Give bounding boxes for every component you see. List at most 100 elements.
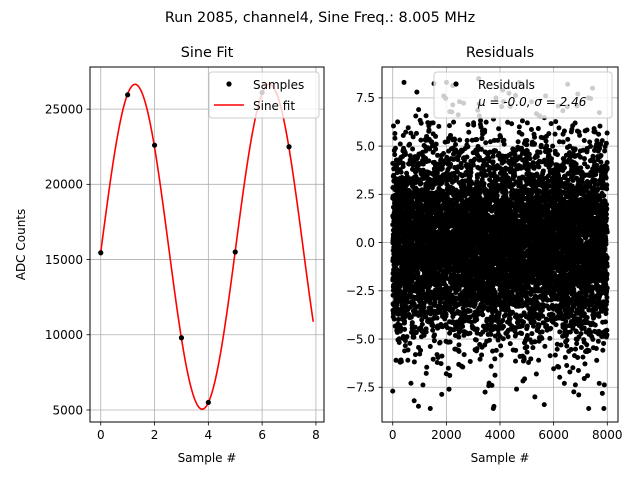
residual-point <box>447 123 452 128</box>
residual-point <box>514 331 519 336</box>
residual-point <box>495 193 500 198</box>
legend-samples-marker <box>226 81 231 86</box>
residual-point <box>433 134 438 139</box>
residual-point <box>501 336 506 341</box>
residual-point <box>482 181 487 186</box>
residual-point <box>398 142 403 147</box>
residual-point <box>431 120 436 125</box>
residual-point <box>519 132 524 137</box>
legend-sine-fit-label: Sine fit <box>253 99 295 113</box>
residual-point <box>493 290 498 295</box>
residual-point <box>474 338 479 343</box>
residual-point <box>391 123 396 128</box>
residual-point <box>475 327 480 332</box>
legend-samples-label: Samples <box>253 78 304 92</box>
residual-point <box>412 359 417 364</box>
residual-point <box>441 151 446 156</box>
residual-point <box>410 147 415 152</box>
residual-point <box>408 381 413 386</box>
residual-point <box>468 308 473 313</box>
residual-point <box>519 331 524 336</box>
residual-point <box>403 343 408 348</box>
residual-point <box>439 354 444 359</box>
residual-point <box>405 334 410 339</box>
residual-point <box>416 404 421 409</box>
residual-point <box>448 340 453 345</box>
residual-point <box>399 359 404 364</box>
residual-point <box>500 318 505 323</box>
residual-point <box>399 170 404 175</box>
residual-point <box>414 131 419 136</box>
sine-fit-ytick-label: 25000 <box>45 102 83 116</box>
residual-point <box>521 320 526 325</box>
residual-point <box>439 392 444 397</box>
residual-point <box>451 120 456 125</box>
residual-point <box>452 137 457 142</box>
residual-point <box>508 341 513 346</box>
sine-fit-xtick-label: 6 <box>258 428 266 442</box>
residual-point <box>509 121 514 126</box>
sine-fit-ytick-label: 15000 <box>45 253 83 267</box>
residual-point <box>407 142 412 147</box>
residual-point <box>501 324 506 329</box>
residual-point <box>427 128 432 133</box>
residual-point <box>460 365 465 370</box>
residual-point <box>403 152 408 157</box>
residual-point <box>434 142 439 147</box>
residual-point <box>498 343 503 348</box>
residual-point <box>393 146 398 151</box>
residual-point <box>468 170 473 175</box>
residual-point <box>405 348 410 353</box>
residual-point <box>422 305 427 310</box>
residual-point <box>402 80 407 85</box>
residual-point <box>431 357 436 362</box>
residual-point <box>474 317 479 322</box>
residual-point <box>504 190 509 195</box>
residual-point <box>474 137 479 142</box>
sample-point <box>152 143 157 148</box>
residual-point <box>466 122 471 127</box>
residual-point <box>405 358 410 363</box>
residual-point <box>447 373 452 378</box>
sine-fit-xtick-label: 2 <box>151 428 159 442</box>
residual-point <box>496 126 501 131</box>
residual-point <box>456 335 461 340</box>
residual-point <box>460 324 465 329</box>
residual-point <box>483 140 488 145</box>
residual-point <box>482 128 487 133</box>
residual-point <box>522 376 527 381</box>
residual-point <box>420 383 425 388</box>
residual-point <box>489 364 494 369</box>
residual-point <box>483 390 488 395</box>
residual-point <box>406 125 411 130</box>
sample-point <box>125 92 130 97</box>
sine-fit-xtick-label: 0 <box>97 428 105 442</box>
residual-point <box>464 155 469 160</box>
residual-point <box>512 173 517 178</box>
residual-point <box>479 353 484 358</box>
residual-point <box>432 338 437 343</box>
residual-point <box>462 352 467 357</box>
sample-point <box>179 335 184 340</box>
residual-point <box>392 152 397 157</box>
residual-point <box>484 173 489 178</box>
residual-point <box>467 331 472 336</box>
residual-point <box>475 346 480 351</box>
sample-point <box>206 400 211 405</box>
residual-point <box>418 181 423 186</box>
residual-point <box>424 329 429 334</box>
sine-fit-ytick-label: 10000 <box>45 328 83 342</box>
residual-point <box>502 142 507 147</box>
residual-point <box>419 121 424 126</box>
sine-fit-xtick-label: 4 <box>205 428 213 442</box>
residual-point <box>448 162 453 167</box>
residual-point <box>471 163 476 168</box>
residual-point <box>513 348 518 353</box>
residual-point <box>395 119 400 124</box>
residual-point <box>424 371 429 376</box>
residual-point <box>424 365 429 370</box>
residual-point <box>484 120 489 125</box>
residual-point <box>517 124 522 129</box>
residual-point <box>415 271 420 276</box>
